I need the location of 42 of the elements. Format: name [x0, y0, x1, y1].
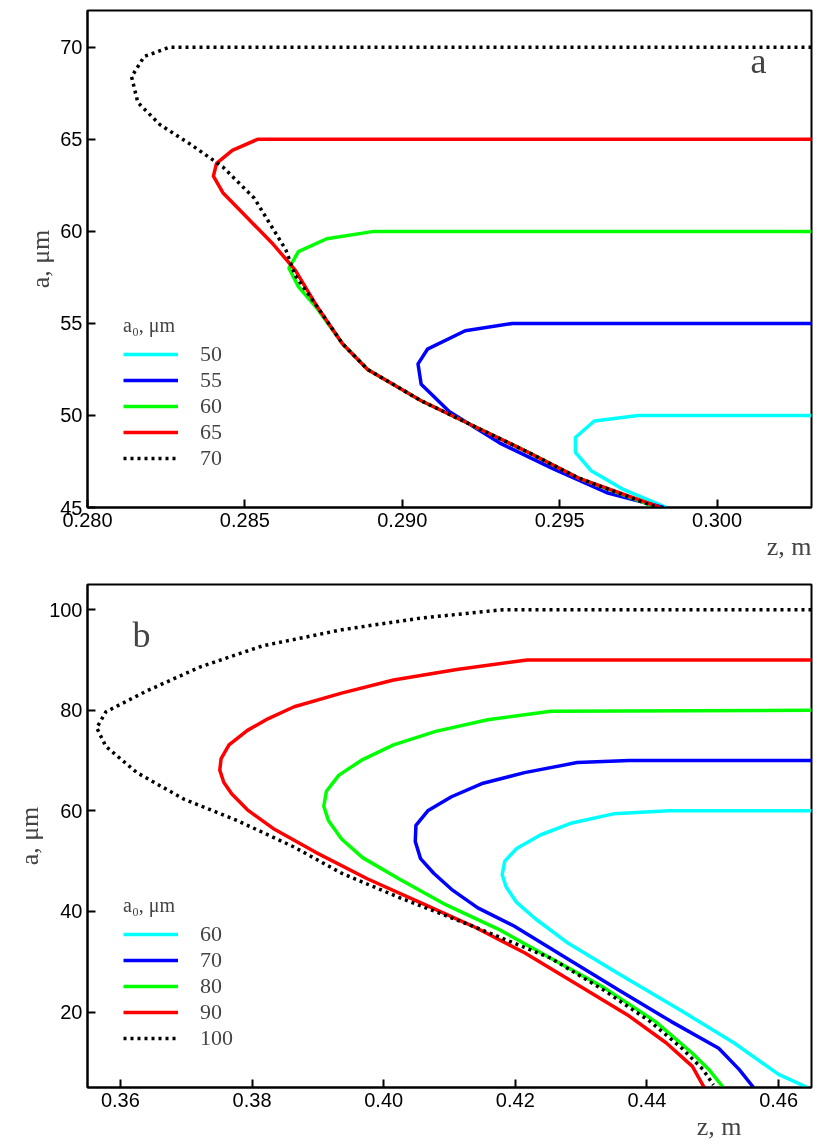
y-axis-title: a, μm — [15, 806, 45, 866]
legend-label: 100 — [200, 1025, 233, 1051]
y-tick-label: 60 — [60, 220, 83, 243]
x-axis-title: z, m — [696, 1111, 742, 1141]
legend-label: 70 — [200, 445, 222, 471]
y-tick-label: 50 — [60, 404, 83, 427]
x-axis-title: z, m — [766, 531, 812, 561]
line-series — [573, 413, 812, 508]
legend-label: 65 — [200, 419, 222, 445]
x-tick-label: 0.36 — [100, 1088, 140, 1111]
y-tick-label: 55 — [60, 312, 83, 335]
line-series — [413, 758, 812, 1088]
y-tick-label: 65 — [60, 128, 83, 151]
y-axis-title: a, μm — [26, 229, 56, 289]
legend-label: 55 — [200, 367, 222, 393]
y-tick-label: 100 — [49, 598, 83, 621]
legend-label: 90 — [200, 999, 222, 1025]
legend-title: a₀, μm — [123, 894, 177, 917]
legend-label: 60 — [200, 921, 222, 947]
y-tick-label: 20 — [60, 1001, 83, 1024]
x-tick-label: 0.295 — [534, 508, 585, 531]
legend-label: 50 — [200, 341, 222, 367]
y-tick-label: 60 — [60, 799, 83, 822]
x-tick-label: 0.44 — [627, 1088, 667, 1111]
x-tick-label: 0.40 — [364, 1088, 404, 1111]
y-tick-label: 40 — [60, 900, 83, 923]
annotation: b — [132, 614, 151, 655]
y-tick-label: 70 — [60, 36, 83, 59]
legend-title: a₀, μm — [123, 314, 177, 337]
x-tick-label: 0.285 — [219, 508, 270, 531]
legend-label: 60 — [200, 393, 222, 419]
x-tick-label: 0.46 — [759, 1088, 799, 1111]
x-tick-label: 0.290 — [377, 508, 428, 531]
annotation: a — [750, 40, 767, 81]
line-series — [500, 809, 812, 1088]
x-tick-label: 0.42 — [495, 1088, 535, 1111]
x-tick-label: 0.300 — [692, 508, 743, 531]
line-series — [322, 708, 812, 1088]
legend-label: 80 — [200, 973, 222, 999]
legend-label: 70 — [200, 947, 222, 973]
y-tick-label: 80 — [60, 699, 83, 722]
x-tick-label: 0.38 — [232, 1088, 272, 1111]
